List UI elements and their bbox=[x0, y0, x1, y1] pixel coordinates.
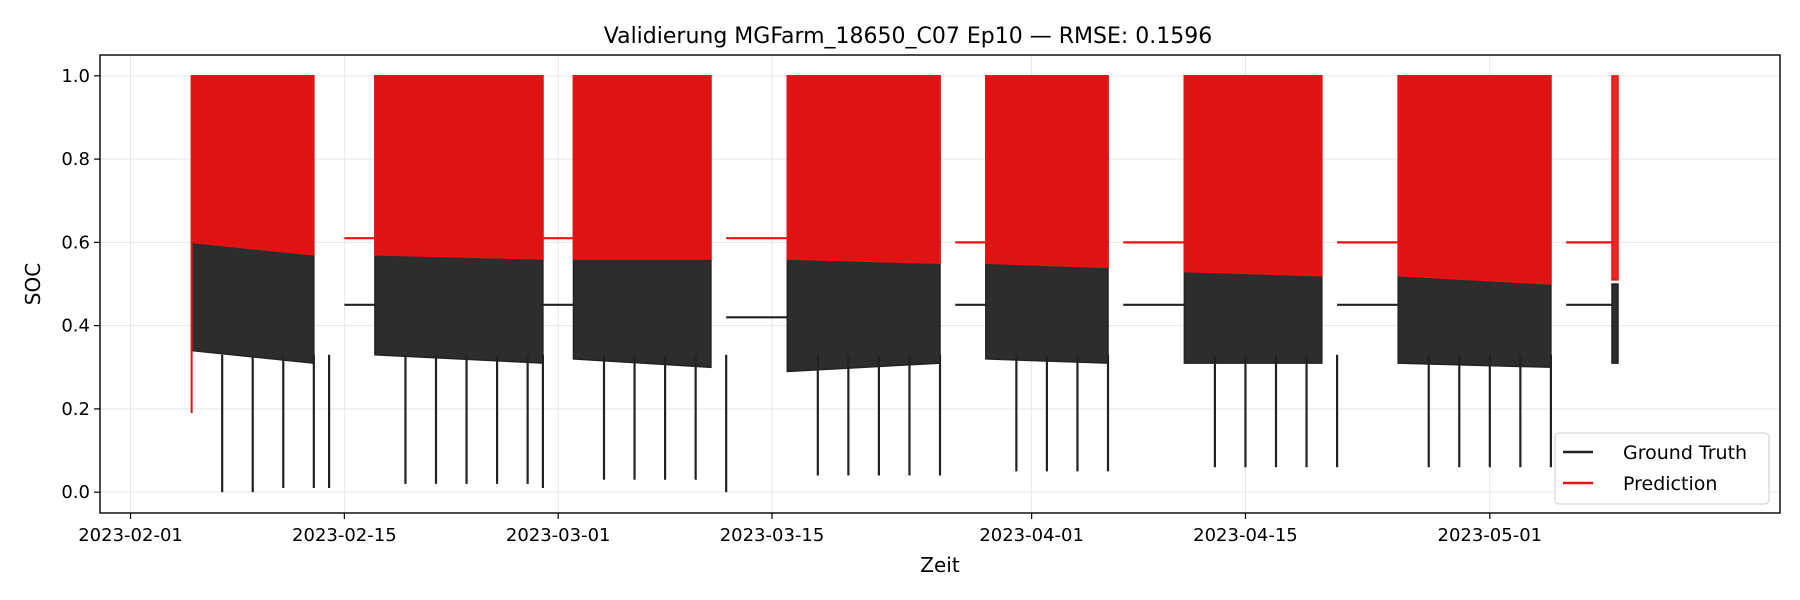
prediction-cycle-band bbox=[1611, 75, 1619, 281]
x-tick-label: 2023-03-01 bbox=[506, 525, 611, 546]
y-tick-label: 0.4 bbox=[61, 316, 90, 337]
x-tick-label: 2023-04-15 bbox=[1193, 525, 1298, 546]
x-tick-label: 2023-05-01 bbox=[1438, 525, 1543, 546]
prediction-cycle-band bbox=[985, 75, 1109, 269]
x-tick-label: 2023-02-15 bbox=[292, 525, 397, 546]
x-tick-label: 2023-03-15 bbox=[720, 525, 825, 546]
chart-title: Validierung MGFarm_18650_C07 Ep10 — RMSE… bbox=[604, 24, 1212, 49]
x-axis-label: Zeit bbox=[920, 553, 960, 577]
y-axis-ticks: 0.0 0.2 0.4 0.6 0.8 1.0 bbox=[61, 66, 100, 503]
plot-frame bbox=[99, 54, 1781, 514]
prediction-cycle-band bbox=[786, 75, 941, 264]
legend-prediction-label: Prediction bbox=[1623, 473, 1717, 495]
prediction-cycle-band bbox=[1183, 75, 1323, 277]
prediction-cycle-band bbox=[1397, 75, 1552, 285]
y-tick-label: 0.0 bbox=[61, 482, 90, 503]
prediction-cycle-band bbox=[190, 75, 315, 256]
prediction-cycle-band bbox=[374, 75, 544, 260]
prediction-series bbox=[190, 75, 1619, 414]
x-tick-label: 2023-04-01 bbox=[979, 525, 1084, 546]
x-tick-label: 2023-02-01 bbox=[78, 525, 183, 546]
legend-ground-truth-label: Ground Truth bbox=[1623, 442, 1747, 464]
x-axis-ticks: 2023-02-01 2023-02-15 2023-03-01 2023-03-15… bbox=[78, 513, 1542, 546]
legend: Ground Truth Prediction bbox=[1554, 432, 1770, 505]
y-tick-label: 0.8 bbox=[61, 149, 90, 170]
y-tick-label: 0.6 bbox=[61, 232, 90, 253]
y-axis-label: SOC bbox=[21, 263, 45, 305]
prediction-cycle-band bbox=[572, 75, 712, 260]
y-tick-label: 0.2 bbox=[61, 399, 90, 420]
y-tick-label: 1.0 bbox=[61, 66, 90, 87]
ground-truth-cycle-band bbox=[1611, 283, 1619, 364]
legend-box bbox=[1554, 432, 1770, 505]
